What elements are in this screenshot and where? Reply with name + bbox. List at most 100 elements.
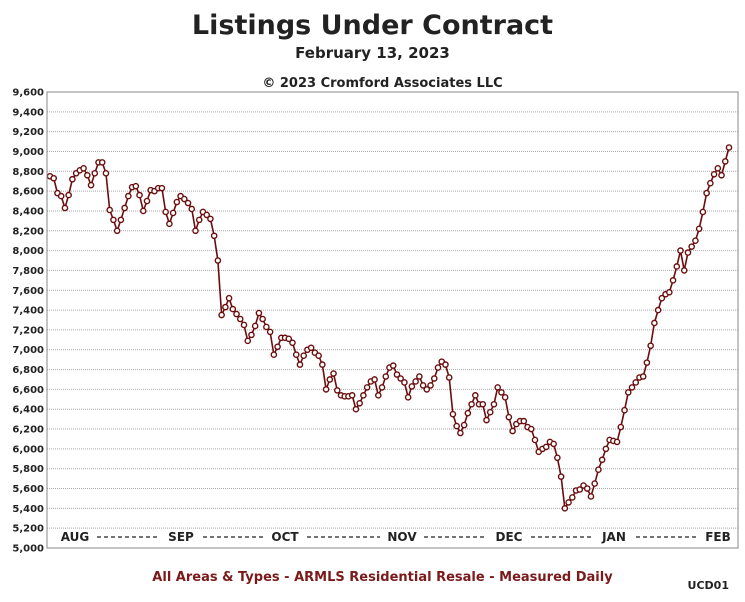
plot-frame	[46, 91, 739, 549]
data-point	[125, 192, 132, 200]
data-point	[255, 309, 263, 317]
data-point	[483, 416, 490, 424]
data-point	[550, 440, 557, 448]
data-point	[457, 429, 464, 437]
data-point	[289, 339, 296, 347]
data-point	[703, 189, 710, 197]
data-point	[677, 247, 684, 254]
data-point	[509, 427, 516, 435]
gridlines	[47, 91, 738, 549]
data-point	[624, 389, 632, 396]
data-point	[591, 480, 598, 487]
data-point	[688, 243, 695, 250]
y-tick-label: 7,800	[12, 266, 44, 277]
data-point	[117, 216, 125, 224]
data-point	[69, 175, 76, 183]
y-tick-label: 6,200	[12, 425, 44, 436]
data-point	[233, 310, 240, 318]
data-point	[65, 191, 72, 199]
data-point	[692, 237, 699, 244]
data-point	[576, 486, 584, 493]
data-point	[725, 144, 733, 151]
data-point	[468, 400, 475, 408]
data-point	[307, 344, 315, 352]
data-point	[356, 399, 363, 407]
data-point	[218, 311, 225, 319]
data-point	[315, 352, 322, 359]
data-point	[673, 263, 681, 270]
data-point	[214, 257, 222, 264]
data-point	[408, 383, 416, 390]
data-point	[565, 499, 572, 506]
x-tick-label: NOV	[387, 530, 417, 544]
y-tick-label: 5,000	[12, 544, 44, 555]
data-point	[87, 181, 95, 189]
data-point	[595, 466, 602, 473]
data-point	[520, 417, 528, 425]
y-tick-label: 8,800	[12, 167, 44, 178]
data-point	[240, 321, 248, 329]
data-point	[393, 371, 401, 378]
y-tick-label: 9,600	[12, 88, 44, 99]
data-point	[613, 438, 621, 446]
y-tick-label: 8,200	[12, 226, 44, 237]
data-point	[416, 373, 423, 380]
y-tick-label: 8,400	[12, 206, 44, 217]
data-point	[225, 294, 233, 302]
data-point	[404, 394, 412, 401]
y-tick-label: 5,200	[12, 524, 44, 535]
data-point	[419, 382, 427, 389]
chart-subtitle: February 13, 2023	[295, 44, 450, 62]
data-point	[210, 232, 218, 240]
data-point	[207, 215, 214, 223]
y-tick-label: 7,000	[12, 345, 44, 356]
data-point	[57, 192, 65, 200]
data-point	[632, 379, 640, 386]
data-point	[561, 505, 569, 512]
data-point	[598, 456, 606, 464]
data-point	[666, 288, 673, 296]
y-tick-label: 9,000	[12, 147, 44, 158]
data-point	[166, 220, 173, 228]
data-point	[330, 370, 337, 377]
data-point	[412, 378, 419, 385]
data-point	[113, 227, 121, 235]
data-point	[490, 400, 498, 408]
data-point	[300, 352, 307, 359]
chart-code: UCD01	[687, 579, 729, 592]
data-point	[628, 384, 636, 391]
data-point	[203, 211, 210, 219]
data-point	[427, 382, 434, 389]
data-point	[195, 216, 203, 224]
data-point	[110, 216, 117, 224]
data-point	[464, 409, 472, 417]
data-point	[322, 386, 330, 393]
data-point	[184, 199, 192, 207]
data-point	[531, 436, 539, 444]
data-point	[352, 405, 360, 413]
data-point	[449, 410, 457, 418]
series-line	[49, 147, 730, 511]
data-point	[106, 206, 113, 214]
data-point	[91, 169, 99, 177]
data-point	[378, 384, 386, 391]
data-point	[348, 392, 356, 399]
data-point	[442, 361, 449, 368]
data-point	[292, 351, 300, 359]
data-point	[557, 473, 565, 480]
copyright-note: © 2023 Cromford Associates LLC	[262, 76, 503, 91]
data-point	[714, 165, 722, 172]
y-tick-label: 5,800	[12, 464, 44, 475]
data-point	[695, 225, 703, 233]
data-point	[587, 493, 595, 500]
data-point	[718, 171, 725, 179]
data-point	[699, 208, 707, 216]
data-point	[263, 323, 270, 331]
data-point	[494, 384, 501, 391]
x-tick-label: JAN	[601, 530, 626, 544]
data-point	[707, 179, 714, 187]
data-point	[643, 359, 651, 366]
data-point	[192, 227, 199, 235]
data-point	[236, 315, 244, 323]
